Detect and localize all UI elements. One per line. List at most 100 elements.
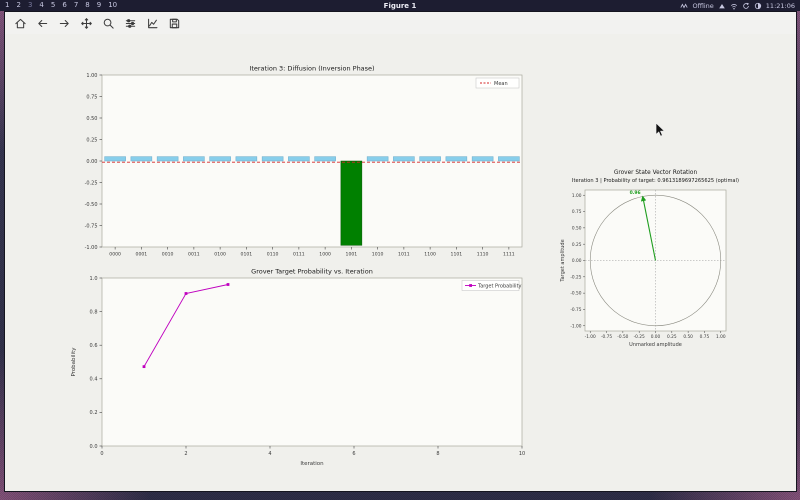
svg-text:-0.75: -0.75 — [85, 223, 98, 229]
triangle-up-icon[interactable] — [718, 2, 726, 10]
svg-text:Iteration 3: Diffusion (Invers: Iteration 3: Diffusion (Inversion Phase) — [249, 65, 374, 73]
svg-text:Probability: Probability — [71, 347, 77, 377]
wifi-icon[interactable] — [730, 2, 738, 10]
svg-text:1.00: 1.00 — [716, 334, 726, 340]
status-tray: Offline 11:21:06 — [680, 2, 800, 10]
svg-text:0.50: 0.50 — [683, 334, 693, 340]
network-activity-icon[interactable] — [680, 2, 689, 10]
zoom-icon — [103, 18, 114, 29]
svg-text:Iteration: Iteration — [300, 461, 324, 467]
forward-button[interactable] — [57, 16, 72, 31]
svg-text:-0.50: -0.50 — [85, 202, 98, 208]
svg-text:-0.25: -0.25 — [570, 274, 581, 280]
svg-text:Target amplitude: Target amplitude — [560, 239, 566, 282]
svg-text:0.75: 0.75 — [86, 94, 97, 100]
plot-edit-icon — [148, 18, 158, 28]
save-icon — [169, 18, 180, 28]
svg-text:0.6: 0.6 — [90, 343, 98, 349]
state-vector-rotation-chart: -1.00 -0.75 -0.50 -0.25 0.00 0.25 0.50 0.75 1.00… — [560, 170, 739, 348]
save-button[interactable] — [167, 16, 182, 31]
pan-icon — [81, 17, 92, 29]
workspace-6[interactable]: 6 — [62, 1, 67, 9]
svg-text:0.25: 0.25 — [667, 334, 677, 340]
workspace-9[interactable]: 9 — [96, 1, 102, 9]
top-bar: 1 2 3 4 5 6 7 8 9 10 Figure 1 Offline 11… — [0, 0, 800, 11]
svg-text:Grover Target Probability vs.: Grover Target Probability vs. Iteration — [251, 268, 373, 276]
workspace-1[interactable]: 1 — [5, 1, 10, 9]
home-button[interactable] — [13, 16, 28, 31]
matplotlib-toolbar — [5, 12, 796, 34]
svg-text:0.0: 0.0 — [90, 444, 98, 450]
clock: 11:21:06 — [765, 1, 795, 10]
svg-text:0111: 0111 — [293, 252, 305, 258]
pan-button[interactable] — [79, 16, 94, 31]
workspace-list: 1 2 3 4 5 6 7 8 9 10 — [0, 0, 118, 11]
back-button[interactable] — [35, 16, 50, 31]
workspace-10[interactable]: 10 — [108, 1, 118, 9]
svg-text:0110: 0110 — [267, 252, 279, 258]
svg-text:0010: 0010 — [162, 252, 174, 258]
svg-text:-0.75: -0.75 — [570, 307, 581, 313]
svg-text:0.00: 0.00 — [86, 159, 97, 165]
svg-text:Unmarked amplitude: Unmarked amplitude — [629, 342, 682, 348]
svg-text:1.0: 1.0 — [90, 276, 98, 282]
svg-text:1.00: 1.00 — [86, 73, 97, 79]
svg-text:1.00: 1.00 — [572, 193, 582, 199]
svg-text:0100: 0100 — [214, 252, 226, 258]
svg-text:Target Probability: Target Probability — [477, 283, 522, 289]
svg-text:0.25: 0.25 — [86, 137, 97, 143]
svg-text:0.50: 0.50 — [572, 225, 582, 231]
svg-text:0: 0 — [100, 451, 103, 457]
svg-text:0.75: 0.75 — [700, 334, 710, 340]
svg-text:-1.00: -1.00 — [570, 323, 581, 329]
brightness-icon[interactable] — [754, 2, 762, 10]
svg-text:1010: 1010 — [372, 252, 384, 258]
svg-text:0.96: 0.96 — [630, 190, 641, 196]
home-icon — [15, 18, 26, 28]
subplots-icon — [125, 18, 136, 28]
svg-text:-0.75: -0.75 — [601, 334, 612, 340]
workspace-7[interactable]: 7 — [73, 1, 79, 9]
svg-text:6: 6 — [352, 451, 355, 457]
svg-text:-1.00: -1.00 — [85, 245, 98, 251]
svg-text:-0.25: -0.25 — [85, 180, 98, 186]
svg-text:0.50: 0.50 — [86, 116, 97, 122]
back-icon — [38, 19, 48, 27]
svg-text:-0.50: -0.50 — [617, 334, 628, 340]
refresh-icon[interactable] — [742, 2, 750, 10]
svg-text:0.2: 0.2 — [90, 410, 98, 416]
svg-text:4: 4 — [268, 451, 271, 457]
svg-text:0.8: 0.8 — [90, 309, 98, 315]
svg-text:0.75: 0.75 — [572, 209, 582, 215]
figure-window: -1.00 -0.75 -0.50 -0.25 0.00 0.25 0.50 0.75 1.00… — [4, 11, 797, 492]
svg-text:0011: 0011 — [188, 252, 200, 258]
figure-canvas[interactable]: -1.00 -0.75 -0.50 -0.25 0.00 0.25 0.50 0.75 1.00… — [5, 34, 796, 491]
zoom-button[interactable] — [101, 16, 116, 31]
configure-subplots-button[interactable] — [123, 16, 138, 31]
svg-text:1000: 1000 — [319, 252, 331, 258]
svg-text:0101: 0101 — [241, 252, 253, 258]
svg-text:1101: 1101 — [451, 252, 463, 258]
svg-text:0.00: 0.00 — [572, 258, 582, 264]
svg-text:Iteration 3 | Probability of t: Iteration 3 | Probability of target: 0.9… — [572, 178, 739, 184]
svg-text:0000: 0000 — [109, 252, 121, 258]
svg-text:0.25: 0.25 — [572, 242, 582, 248]
workspace-4[interactable]: 4 — [39, 1, 44, 9]
svg-text:1011: 1011 — [398, 252, 410, 258]
svg-text:1111: 1111 — [503, 252, 515, 258]
svg-text:1100: 1100 — [424, 252, 436, 258]
svg-text:1110: 1110 — [477, 252, 489, 258]
svg-text:-0.50: -0.50 — [570, 291, 581, 297]
svg-text:8: 8 — [436, 451, 439, 457]
svg-text:0001: 0001 — [136, 252, 148, 258]
svg-text:-1.00: -1.00 — [585, 334, 596, 340]
edit-plot-button[interactable] — [145, 16, 160, 31]
svg-text:10: 10 — [519, 451, 525, 457]
workspace-8[interactable]: 8 — [85, 1, 90, 9]
workspace-3[interactable]: 3 — [27, 1, 33, 9]
workspace-2[interactable]: 2 — [16, 1, 21, 9]
svg-text:0.4: 0.4 — [90, 377, 98, 383]
diffusion-amplitude-bar-chart: -1.00 -0.75 -0.50 -0.25 0.00 0.25 0.50 0.75 1.00… — [85, 65, 523, 258]
workspace-5[interactable]: 5 — [50, 1, 56, 9]
